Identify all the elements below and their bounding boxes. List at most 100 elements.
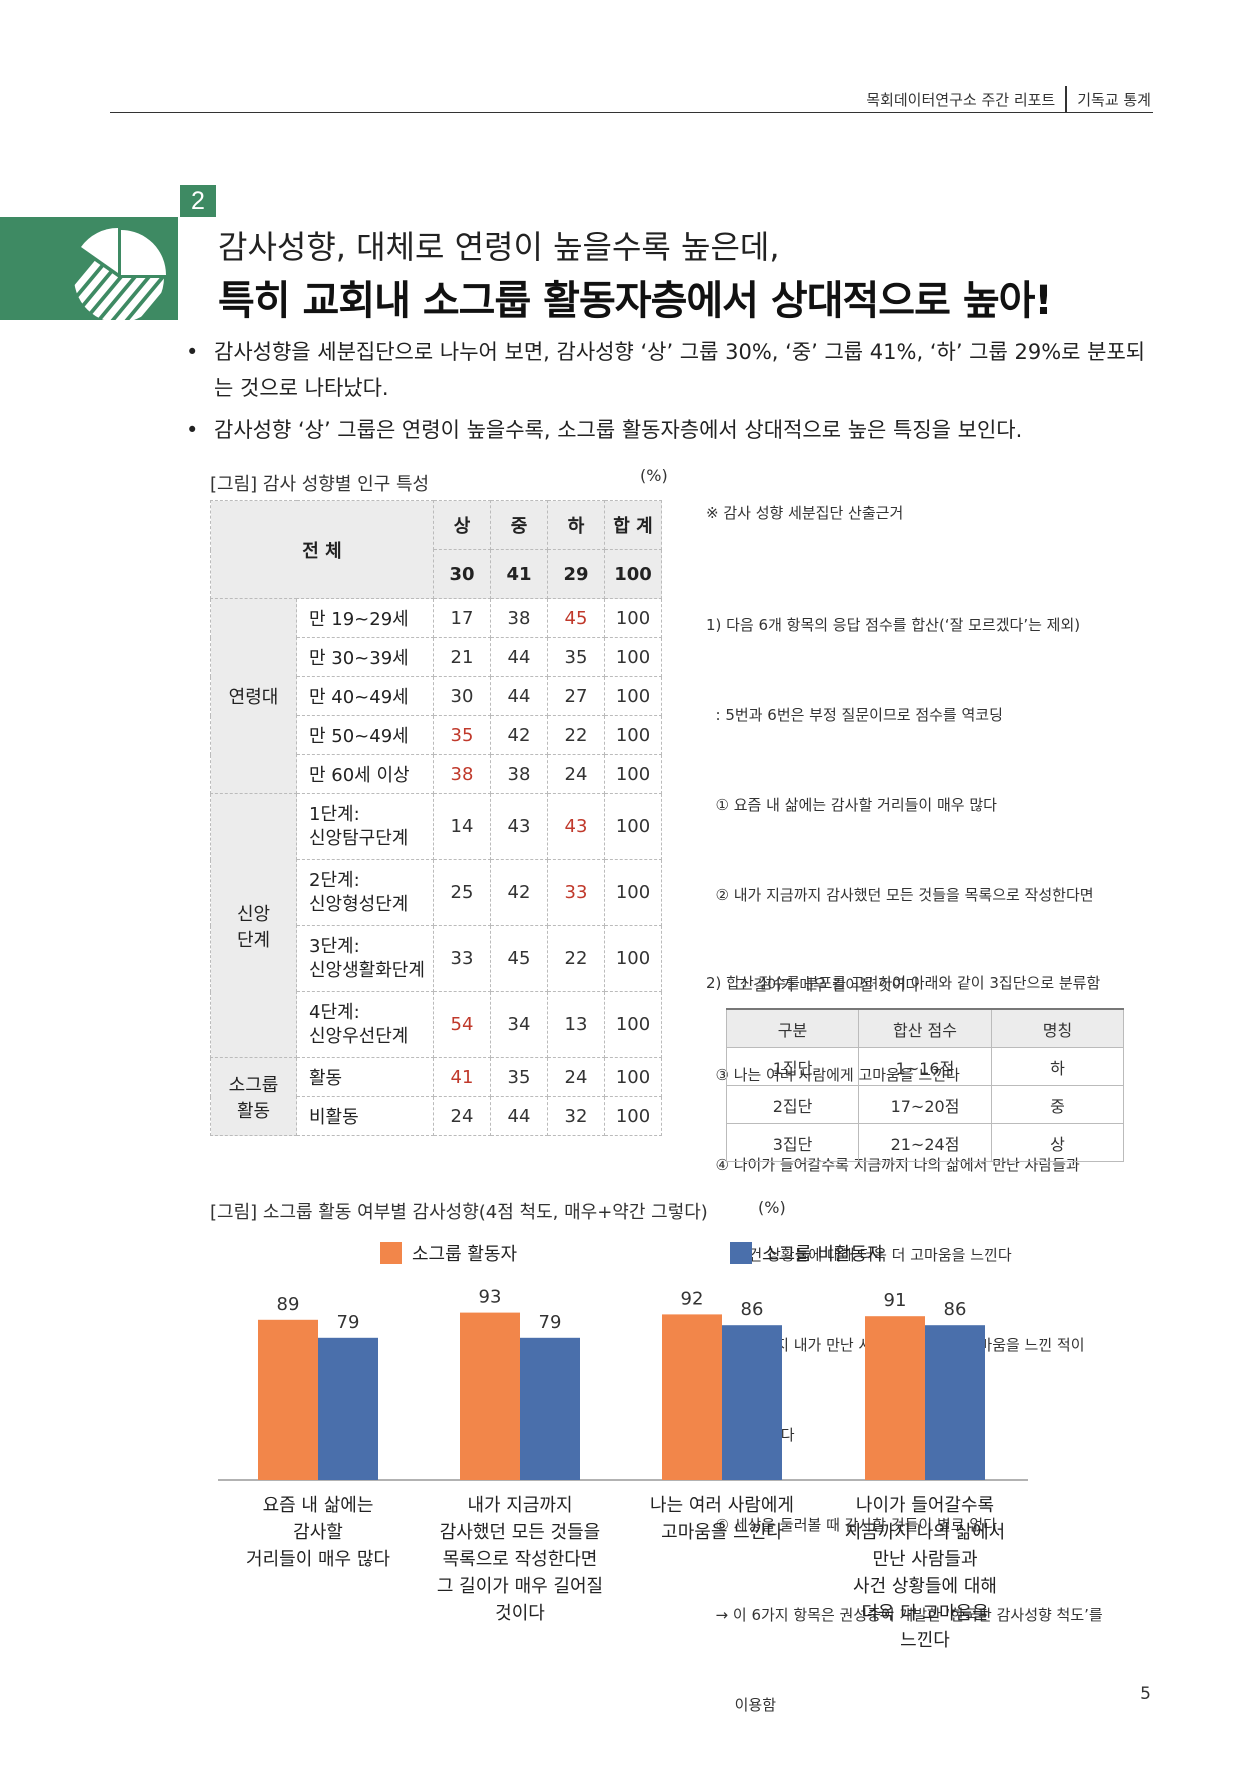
row-label: 4단계: 신앙우선단계: [296, 991, 434, 1058]
row-label: 만 40~49세: [296, 676, 434, 716]
bar-value-label: 92: [681, 1288, 704, 1309]
cell: 42: [490, 715, 548, 755]
cell: 43: [490, 793, 548, 860]
x-tick-label-line: 만난 사람들과: [872, 1549, 978, 1570]
group-small: 소그룹 활동: [210, 1057, 297, 1136]
cell: 21: [433, 637, 491, 677]
cell: 33: [547, 859, 605, 926]
row-label-line2: 신앙형성단계: [309, 893, 409, 915]
x-tick-label-line: 그 길이가 매우 길어질: [436, 1576, 604, 1597]
group-faith: 신앙 단계: [210, 793, 297, 1058]
cell: 100: [604, 715, 662, 755]
table-row: 연령대 만 19~29세 17 38 45 100: [210, 598, 662, 794]
cell: 100: [604, 859, 662, 926]
note-line: : 5번과 6번은 부정 질문이므로 점수를 역코딩: [706, 706, 1003, 724]
row-label: 2단계: 신앙형성단계: [296, 859, 434, 926]
row-label-line1: 2단계:: [309, 869, 360, 891]
note-line: ⑥ 세상을 둘러볼 때 감사할 것들이 별로 없다: [706, 1516, 997, 1534]
total-value: 29: [547, 549, 605, 599]
total-value: 100: [604, 549, 662, 599]
page-header: 목회데이터연구소 주간 리포트 기독교 통계: [866, 86, 1151, 112]
criteria-cell: 3집단: [726, 1123, 859, 1162]
bar-value-label: 79: [539, 1312, 562, 1333]
x-tick-label-line: 나는 여러 사람에게: [650, 1495, 794, 1516]
total-value: 30: [433, 549, 491, 599]
pie-chart-icon: [74, 227, 166, 323]
header-category: 기독교 통계: [1077, 90, 1151, 109]
cell: 100: [604, 754, 662, 794]
criteria-header: 구분: [726, 1008, 859, 1048]
notes-line2: 2) 합산 점수를 분포를 고려하여 아래와 같이 3집단으로 분류함: [706, 974, 1101, 992]
bullet-item: • 감사성향을 세분집단으로 나누어 보면, 감사성향 ‘상’ 그룹 30%, …: [186, 334, 1176, 406]
cell: 30: [433, 676, 491, 716]
x-tick-label-line: 고마움을 느낀다: [661, 1522, 783, 1543]
cell: 54: [433, 991, 491, 1058]
note-line: → 이 6가지 항목은 권성중이 개발한 ‘한국판 감사성향 척도’를: [706, 1606, 1103, 1624]
cell: 22: [547, 925, 605, 992]
criteria-row: 1집단 1~16점 하: [726, 1047, 1124, 1086]
bar-value-label: 79: [337, 1312, 360, 1333]
x-tick-label-line: 더욱 더 고마움을: [861, 1603, 989, 1624]
table-row: 소그룹 활동 활동 41 35 24 100: [210, 1057, 662, 1136]
bullet-text: 감사성향을 세분집단으로 나누어 보면, 감사성향 ‘상’ 그룹 30%, ‘중…: [214, 340, 1146, 400]
group-small-line2: 활동: [236, 1100, 271, 1122]
section-number: 2: [180, 185, 216, 217]
x-tick-label: 나이가 들어갈수록 지금까지 나의 삶에서 만난 사람들과 사건 상황들에 대해 더욱 …: [830, 1492, 1020, 1654]
chart-unit: (%): [758, 1198, 786, 1217]
cell: 41: [433, 1057, 491, 1097]
bar: [520, 1337, 580, 1480]
legend-label: 소그룹 활동자: [412, 1244, 518, 1265]
col-header: 하: [547, 500, 605, 550]
row-label-line1: 3단계:: [309, 935, 360, 957]
table-row: 4단계: 신앙우선단계 54 34 13 100: [211, 991, 662, 1058]
x-tick-label-line: 사건 상황들에 대해: [853, 1576, 997, 1597]
cell: 35: [547, 637, 605, 677]
section-title-line2: 특히 교회내 소그룹 활동자층에서 상대적으로 높아!: [218, 278, 1053, 324]
cell: 100: [604, 1057, 662, 1097]
row-label: 만 50~49세: [296, 715, 434, 755]
page-number: 5: [1140, 1684, 1151, 1704]
criteria-cell: 1집단: [726, 1047, 859, 1086]
col-header: 합 계: [604, 500, 662, 550]
cell: 100: [604, 637, 662, 677]
bar: [722, 1325, 782, 1480]
bar: [865, 1316, 925, 1480]
x-tick-label: 내가 지금까지 감사했던 모든 것들을 목록으로 작성한다면 그 길이가 매우 길어질…: [425, 1492, 615, 1627]
section-title-line1: 감사성향, 대체로 연령이 높을수록 높은데,: [218, 228, 780, 266]
group-age: 연령대: [210, 598, 297, 794]
bar-chart: 89 79 93 79 92 86 91 86: [218, 1287, 1028, 1481]
row-label: 만 30~39세: [296, 637, 434, 677]
row-label: 활동: [296, 1057, 434, 1097]
table-row: 만 60세 이상 38 38 24 100: [211, 754, 662, 794]
cell: 100: [604, 793, 662, 860]
criteria-cell: 21~24점: [858, 1123, 992, 1162]
x-tick-label-line: 내가 지금까지: [467, 1495, 573, 1516]
x-tick-label: 요즘 내 삶에는 감사할 거리들이 매우 많다: [223, 1492, 413, 1573]
col-header: 중: [490, 500, 548, 550]
criteria-cell: 상: [991, 1123, 1124, 1162]
group-criteria-grid: 구분 합산 점수 명칭 1집단 1~16점 하 2집단 17~20점 중 3집단…: [726, 1008, 1124, 1162]
cell: 27: [547, 676, 605, 716]
row-label: 비활동: [296, 1096, 434, 1136]
bar: [258, 1319, 318, 1480]
row-label: 만 19~29세: [296, 598, 434, 638]
cell: 44: [490, 676, 548, 716]
x-tick-label-line: 요즘 내 삶에는: [262, 1495, 374, 1516]
cell: 100: [604, 1096, 662, 1136]
demographic-table: 전 체 상 중 하 합 계 30 41 29 100 연령대 만 19~29세 …: [210, 500, 662, 1136]
row-label-line2: 신앙탐구단계: [309, 827, 409, 849]
note-line: 그 길이가 매우 길어질 것이다: [706, 976, 920, 994]
x-tick-label-line: 느낀다: [900, 1630, 950, 1651]
table-unit: (%): [640, 466, 668, 485]
cell: 44: [490, 1096, 548, 1136]
criteria-header-row: 구분 합산 점수 명칭: [726, 1008, 1124, 1048]
cell: 24: [433, 1096, 491, 1136]
row-label: 3단계: 신앙생활화단계: [296, 925, 434, 992]
x-tick-label-line: 감사했던 모든 것들을: [439, 1522, 601, 1543]
criteria-header: 합산 점수: [858, 1008, 992, 1048]
row-label-line2: 신앙우선단계: [309, 1025, 409, 1047]
cell: 42: [490, 859, 548, 926]
demographic-table-grid: 전 체 상 중 하 합 계 30 41 29 100 연령대 만 19~29세 …: [210, 500, 662, 1136]
criteria-cell: 중: [991, 1085, 1124, 1124]
cell: 45: [547, 598, 605, 638]
